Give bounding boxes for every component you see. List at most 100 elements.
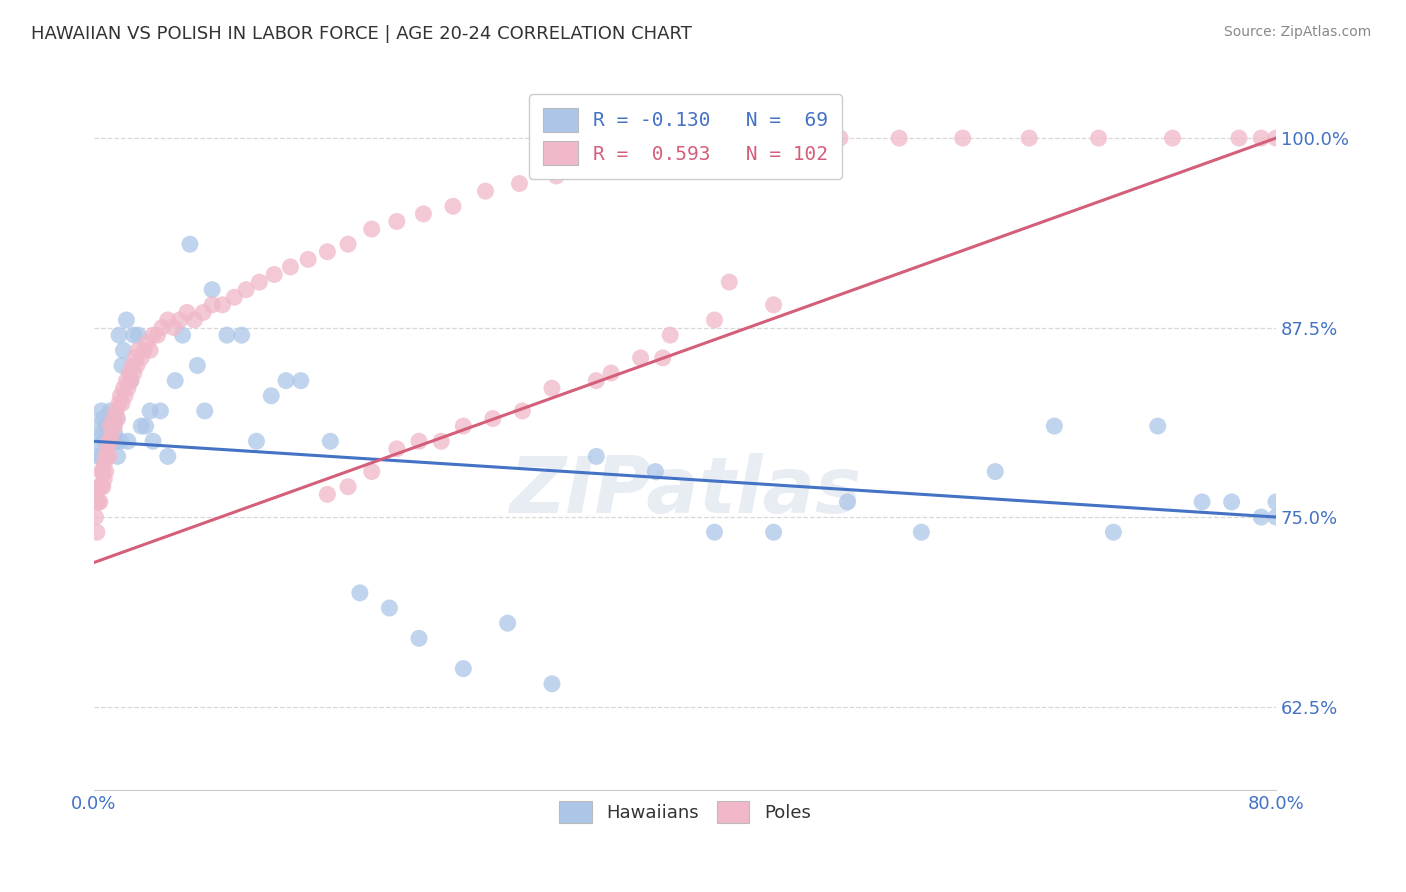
Text: ZIPatlas: ZIPatlas <box>509 452 860 529</box>
Point <box>360 465 382 479</box>
Point <box>828 131 851 145</box>
Point <box>183 313 205 327</box>
Point <box>385 214 408 228</box>
Point <box>115 313 138 327</box>
Point <box>1265 131 1288 145</box>
Text: HAWAIIAN VS POLISH IN LABOR FORCE | AGE 20-24 CORRELATION CHART: HAWAIIAN VS POLISH IN LABOR FORCE | AGE … <box>31 25 692 43</box>
Point <box>723 131 745 145</box>
Point <box>775 131 797 145</box>
Point <box>1265 510 1288 524</box>
Point <box>644 465 666 479</box>
Point <box>91 465 114 479</box>
Point <box>408 632 430 646</box>
Point <box>121 359 143 373</box>
Point <box>120 374 142 388</box>
Point <box>1191 495 1213 509</box>
Point <box>316 487 339 501</box>
Point <box>90 465 112 479</box>
Point <box>122 328 145 343</box>
Point <box>89 480 111 494</box>
Point <box>127 343 149 358</box>
Point <box>114 389 136 403</box>
Point <box>94 465 117 479</box>
Point <box>224 290 246 304</box>
Point <box>249 275 271 289</box>
Point <box>115 374 138 388</box>
Point <box>127 328 149 343</box>
Point <box>889 131 911 145</box>
Point <box>135 419 157 434</box>
Point <box>105 434 128 449</box>
Point <box>1146 419 1168 434</box>
Point <box>837 495 859 509</box>
Point <box>163 320 186 334</box>
Point <box>149 404 172 418</box>
Point <box>541 677 564 691</box>
Point <box>1018 131 1040 145</box>
Point <box>508 177 530 191</box>
Point <box>474 184 496 198</box>
Point <box>316 244 339 259</box>
Point <box>90 404 112 418</box>
Point <box>90 480 112 494</box>
Point <box>94 419 117 434</box>
Point <box>129 351 152 365</box>
Point <box>245 434 267 449</box>
Point <box>90 450 112 464</box>
Point <box>408 434 430 449</box>
Point <box>101 411 124 425</box>
Point <box>337 237 360 252</box>
Point <box>142 328 165 343</box>
Text: Source: ZipAtlas.com: Source: ZipAtlas.com <box>1223 25 1371 39</box>
Point <box>117 434 139 449</box>
Point <box>1265 495 1288 509</box>
Point <box>910 525 932 540</box>
Point <box>142 434 165 449</box>
Point <box>98 404 121 418</box>
Point <box>108 396 131 410</box>
Point <box>136 335 159 350</box>
Point <box>97 450 120 464</box>
Point <box>122 366 145 380</box>
Point <box>201 283 224 297</box>
Point <box>112 381 135 395</box>
Point <box>93 472 115 486</box>
Point <box>659 328 682 343</box>
Point <box>1227 131 1250 145</box>
Point <box>150 320 173 334</box>
Point <box>952 131 974 145</box>
Point <box>703 313 725 327</box>
Point <box>1220 495 1243 509</box>
Point <box>186 359 208 373</box>
Point <box>105 411 128 425</box>
Point <box>96 434 118 449</box>
Point <box>89 419 111 434</box>
Point <box>441 199 464 213</box>
Point <box>378 601 401 615</box>
Point <box>86 495 108 509</box>
Point <box>274 374 297 388</box>
Point <box>91 426 114 441</box>
Point <box>118 366 141 380</box>
Point <box>453 419 475 434</box>
Point <box>651 351 673 365</box>
Point <box>94 450 117 464</box>
Point <box>134 343 156 358</box>
Point <box>453 662 475 676</box>
Point <box>585 450 607 464</box>
Point <box>156 450 179 464</box>
Point <box>496 616 519 631</box>
Point <box>1250 510 1272 524</box>
Point <box>100 426 122 441</box>
Point <box>87 450 110 464</box>
Point <box>165 374 187 388</box>
Point <box>107 450 129 464</box>
Point <box>169 313 191 327</box>
Point <box>231 328 253 343</box>
Point <box>430 434 453 449</box>
Point <box>337 480 360 494</box>
Point <box>97 419 120 434</box>
Point <box>97 434 120 449</box>
Point <box>179 237 201 252</box>
Point <box>290 374 312 388</box>
